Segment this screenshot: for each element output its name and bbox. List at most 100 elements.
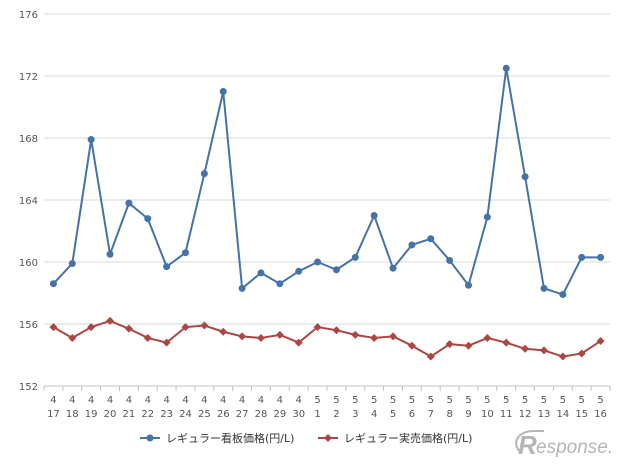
data-point <box>143 333 152 342</box>
legend-marker-circle <box>146 434 154 442</box>
data-point <box>163 263 171 271</box>
data-point <box>502 64 510 72</box>
legend-label-actual: レギュラー実売価格(円/L) <box>344 431 472 445</box>
x-tick-label-month: 4 <box>163 395 169 406</box>
x-tick-label-day: 28 <box>255 409 268 420</box>
x-tick-label-month: 5 <box>390 395 396 406</box>
x-tick-label-month: 5 <box>522 395 528 406</box>
y-tick-label: 160 <box>19 258 38 269</box>
data-point <box>540 284 548 292</box>
x-tick-label-day: 17 <box>47 409 60 420</box>
data-point <box>125 199 133 207</box>
data-point <box>558 352 567 361</box>
data-point <box>49 323 58 332</box>
x-tick-label-month: 5 <box>428 395 434 406</box>
x-tick-label-day: 14 <box>556 409 569 420</box>
x-tick-label-day: 22 <box>141 409 154 420</box>
x-axis-ticks: 4174184194204214224234244254264274284294… <box>43 386 611 420</box>
data-point <box>332 266 340 274</box>
x-tick-label-month: 4 <box>220 395 226 406</box>
x-tick-label-day: 20 <box>104 409 117 420</box>
x-tick-label-month: 5 <box>579 395 585 406</box>
data-point <box>597 253 605 261</box>
logo-initial: R <box>518 430 537 460</box>
legend-marker-diamond <box>324 434 332 442</box>
x-tick-label-month: 5 <box>503 395 509 406</box>
data-point <box>596 337 605 346</box>
data-point <box>521 173 529 181</box>
series-line <box>52 67 601 296</box>
x-tick-label-day: 8 <box>446 409 452 420</box>
x-tick-label-month: 5 <box>409 395 415 406</box>
y-tick-label: 168 <box>19 134 38 145</box>
x-tick-label-month: 5 <box>314 395 320 406</box>
data-point <box>559 291 567 299</box>
x-tick-label-day: 1 <box>314 409 320 420</box>
data-point <box>295 267 303 275</box>
logo-text: esponse. <box>536 437 613 458</box>
x-tick-label-day: 9 <box>465 409 471 420</box>
x-tick-label-month: 5 <box>446 395 452 406</box>
data-point <box>49 280 57 288</box>
x-tick-label-month: 4 <box>182 395 188 406</box>
x-tick-label-month: 4 <box>296 395 302 406</box>
data-point <box>68 333 77 342</box>
data-point <box>464 341 473 350</box>
legend-item-actual-price: レギュラー実売価格(円/L) <box>318 431 472 445</box>
data-point <box>238 284 246 292</box>
x-tick-label-day: 3 <box>352 409 358 420</box>
data-point <box>106 250 114 258</box>
x-tick-label-day: 19 <box>85 409 98 420</box>
x-tick-label-day: 4 <box>371 409 377 420</box>
data-point <box>87 136 95 144</box>
series-line <box>52 319 602 358</box>
x-tick-label-month: 5 <box>333 395 339 406</box>
x-tick-label-day: 29 <box>273 409 286 420</box>
response-logo-watermark: R esponse. <box>515 430 613 460</box>
data-point <box>483 213 491 221</box>
x-tick-label-month: 4 <box>50 395 56 406</box>
x-tick-label-day: 23 <box>160 409 173 420</box>
x-tick-label-month: 4 <box>277 395 283 406</box>
data-point <box>275 330 284 339</box>
data-point <box>389 332 398 341</box>
data-point <box>539 346 548 355</box>
x-tick-label-day: 5 <box>390 409 396 420</box>
x-tick-label-month: 5 <box>371 395 377 406</box>
data-point <box>446 256 454 264</box>
data-point <box>351 330 360 339</box>
data-point <box>314 258 322 266</box>
data-point <box>256 333 265 342</box>
data-point <box>200 321 209 330</box>
data-point <box>276 280 284 288</box>
x-tick-label-day: 24 <box>179 409 192 420</box>
data-point <box>370 212 378 219</box>
legend-item-posted-price: レギュラー看板価格(円/L) <box>140 431 294 445</box>
data-point <box>181 323 190 332</box>
legend: レギュラー看板価格(円/L) レギュラー実売価格(円/L) <box>140 431 472 445</box>
data-point <box>257 269 265 277</box>
data-point <box>407 341 416 350</box>
x-tick-label-day: 12 <box>519 409 532 420</box>
data-point <box>106 316 115 325</box>
y-tick-label: 152 <box>19 382 38 393</box>
data-point <box>427 235 435 243</box>
x-tick-label-month: 4 <box>201 395 207 406</box>
data-point <box>502 338 511 347</box>
x-tick-label-day: 7 <box>428 409 434 420</box>
data-point <box>219 88 227 95</box>
x-tick-label-month: 5 <box>597 395 603 406</box>
x-tick-label-day: 25 <box>198 409 211 420</box>
x-tick-label-day: 26 <box>217 409 230 420</box>
x-tick-label-month: 4 <box>258 395 264 406</box>
x-tick-label-month: 5 <box>465 395 471 406</box>
data-point <box>578 253 586 261</box>
series-lines <box>49 64 605 361</box>
data-point <box>445 340 454 349</box>
x-tick-label-day: 18 <box>66 409 79 420</box>
data-point <box>294 338 303 347</box>
logo-swoosh <box>515 430 544 452</box>
data-point <box>313 323 322 332</box>
x-tick-label-month: 4 <box>126 395 132 406</box>
